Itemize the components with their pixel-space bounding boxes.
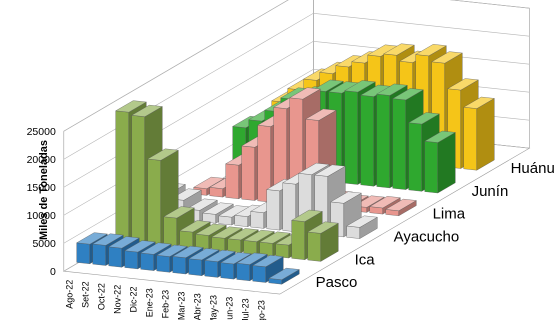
x-tick-label: Oct-22: [97, 283, 107, 310]
x-tick-label: Abr-23: [193, 293, 203, 320]
bar-pasco-jul-23: [252, 255, 284, 283]
x-tick-label: Dic-22: [129, 287, 139, 313]
series-label-pasco: Pasco: [316, 274, 358, 291]
series-label-ica: Ica: [355, 251, 376, 268]
x-tick-label: Nov-22: [113, 285, 123, 314]
y-tick-label: 10000: [27, 210, 56, 222]
x-tick-label: Jun-23: [225, 297, 235, 320]
x-tick-label: Set-22: [81, 281, 91, 308]
series-label-ayacucho: Ayacucho: [394, 229, 460, 246]
x-tick-label: Ago-22: [65, 280, 75, 309]
bar-ica-ago-23: [307, 221, 339, 262]
x-tick-label: Ene-23: [145, 288, 155, 317]
series-label-junín: Junín: [472, 183, 509, 200]
x-tick-label: Feb-23: [161, 290, 171, 319]
bar-lima-ago-23: [385, 198, 417, 217]
x-tick-label: Jul-23: [241, 298, 251, 320]
series-label-lima: Lima: [433, 206, 466, 223]
labels: 0 5000 10000 15000 20000 25000 HuánucoJunín Lim…: [27, 126, 555, 320]
y-tick-label: 0: [50, 266, 56, 278]
bars: [76, 43, 495, 285]
gridline: [63, 0, 530, 132]
x-tick-label: May-23: [209, 295, 219, 320]
y-axis-label: Miles de Toneladas: [38, 140, 50, 240]
x-tick-label: Mar-23: [177, 292, 187, 320]
y-tick-label: 25000: [27, 126, 56, 138]
bar-junín-ago-23: [424, 130, 456, 194]
x-tick-label: Ago-23: [257, 300, 267, 320]
y-tick-label: 5000: [32, 238, 56, 250]
bar-pasco-ago-23: [268, 267, 300, 285]
series-label-huánuco: Huánuco: [511, 160, 555, 177]
y-tick-label: 20000: [27, 154, 56, 166]
bar-ayacucho-ago-23: [346, 215, 378, 239]
y-tick-label: 15000: [27, 182, 56, 194]
bar-huánuco-ago-23: [463, 96, 495, 171]
